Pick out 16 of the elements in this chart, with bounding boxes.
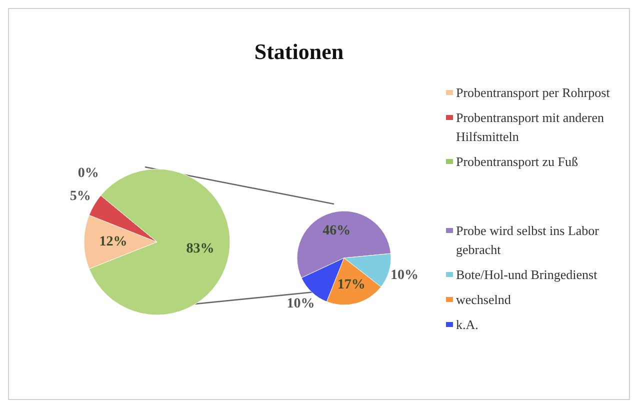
data-label: 17% <box>337 278 366 293</box>
chart-title: Stationen <box>253 39 345 65</box>
data-label: 12% <box>99 234 128 250</box>
data-label: 5% <box>70 189 91 204</box>
legend-label: wechselnd <box>456 291 511 309</box>
data-label: 10% <box>390 268 418 284</box>
legend-label: Probentransport mit anderen Hilfsmitteln <box>456 109 606 146</box>
legend-label: Bote/Hol-und Bringedienst <box>456 266 598 284</box>
data-label: 46% <box>322 223 351 238</box>
text: 0% <box>78 166 99 181</box>
legend-label: Probentransport zu Fuß <box>456 153 578 171</box>
legend-label: Probe wird selbst ins Labor gebracht <box>456 222 600 259</box>
legend-label: Probentransport per Rohrpost <box>456 84 610 102</box>
data-label: 83% <box>186 241 214 256</box>
data-label: 10% <box>286 296 315 312</box>
legend-label: k.A. <box>456 316 478 334</box>
